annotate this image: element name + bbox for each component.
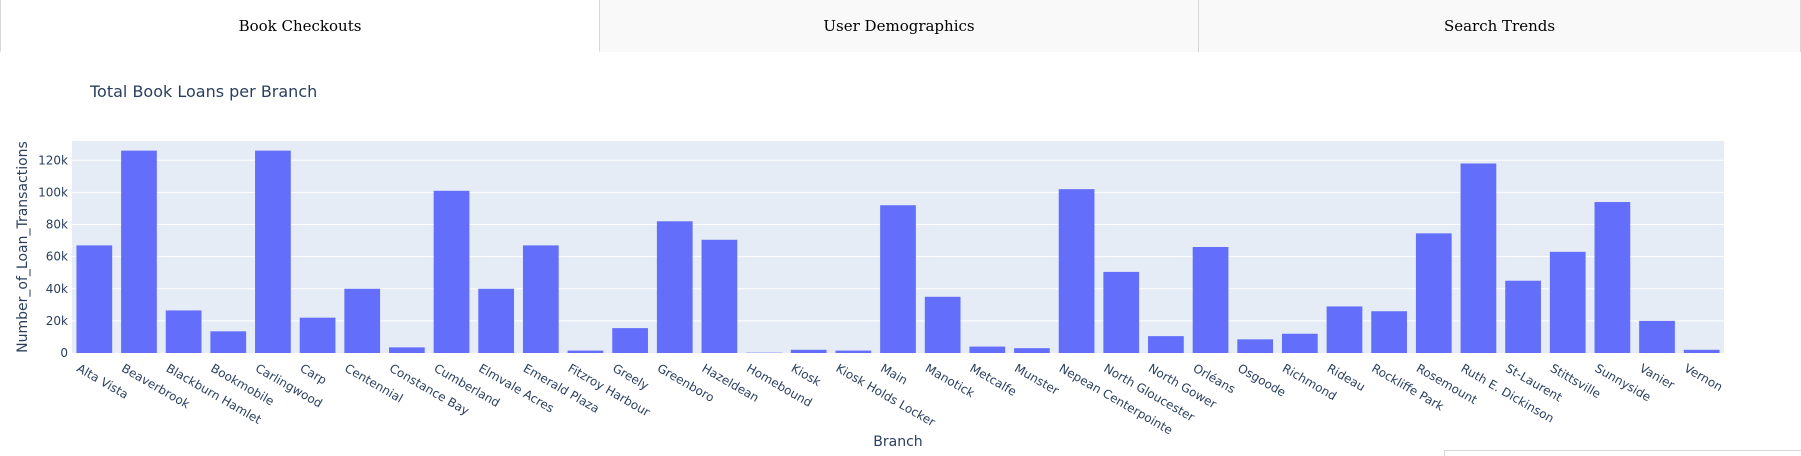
bar[interactable]: [478, 288, 515, 353]
chart-title: Total Book Loans per Branch: [90, 82, 318, 101]
bar[interactable]: [1549, 251, 1586, 353]
bar[interactable]: [1237, 339, 1274, 353]
y-tick-label: 120k: [38, 153, 68, 167]
bar[interactable]: [835, 350, 872, 353]
y-tick-label: 0: [60, 346, 68, 360]
tab-book-checkouts[interactable]: Book Checkouts: [0, 0, 600, 52]
tab-search-trends[interactable]: Search Trends: [1199, 0, 1801, 52]
y-axis-ticks: 0 20k 40k 60k 80k 100k 120k: [38, 153, 68, 360]
y-tick-label: 20k: [46, 314, 68, 328]
tab-user-demographics[interactable]: User Demographics: [600, 0, 1199, 52]
y-tick-label: 40k: [46, 282, 68, 296]
tab-bar: Book Checkouts User Demographics Search …: [0, 0, 1801, 52]
bar[interactable]: [299, 317, 336, 353]
bar[interactable]: [1148, 336, 1184, 353]
bar[interactable]: [924, 296, 961, 353]
bar[interactable]: [1192, 247, 1229, 353]
x-tick-label: Emerald Plaza: [521, 361, 602, 416]
bar[interactable]: [1594, 202, 1631, 353]
bar[interactable]: [1460, 163, 1497, 353]
bar[interactable]: [656, 221, 693, 353]
bar[interactable]: [1326, 306, 1363, 353]
bar[interactable]: [790, 349, 827, 353]
bar[interactable]: [1014, 348, 1050, 353]
x-tick-label: Metcalfe: [967, 361, 1018, 399]
bar[interactable]: [165, 310, 202, 353]
x-tick-label: Manotick: [923, 361, 977, 400]
bar[interactable]: [701, 239, 738, 353]
x-tick-label: Vernon: [1682, 361, 1725, 394]
bottom-panel-edge: [1444, 450, 1801, 456]
x-tick-label: Elmvale Acres: [476, 361, 556, 415]
bar[interactable]: [567, 350, 604, 353]
x-axis-title: Branch: [873, 434, 922, 450]
bar[interactable]: [880, 205, 916, 353]
bar[interactable]: [344, 288, 381, 353]
y-tick-label: 80k: [46, 218, 68, 232]
bar[interactable]: [389, 347, 425, 353]
bar[interactable]: [1058, 189, 1095, 353]
bar[interactable]: [1371, 311, 1407, 353]
y-axis-title: Number_of_Loan_Transactions: [15, 141, 31, 353]
x-tick-label: Osgoode: [1235, 361, 1288, 400]
y-tick-label: 100k: [38, 185, 68, 199]
x-tick-label: Munster: [1012, 361, 1061, 398]
bar[interactable]: [433, 190, 470, 353]
bar[interactable]: [1281, 333, 1318, 353]
bar[interactable]: [1505, 280, 1541, 353]
bar[interactable]: [522, 245, 559, 353]
bar[interactable]: [1639, 320, 1675, 353]
bar[interactable]: [255, 150, 291, 353]
x-tick-label: Carp: [298, 361, 330, 387]
bar[interactable]: [76, 245, 113, 353]
bar[interactable]: [969, 346, 1006, 353]
bar[interactable]: [1683, 349, 1720, 353]
bar[interactable]: [121, 150, 157, 353]
bar[interactable]: [1103, 271, 1140, 353]
x-tick-label: Main: [878, 361, 910, 387]
y-tick-label: 60k: [46, 250, 68, 264]
bar[interactable]: [612, 328, 648, 353]
bar[interactable]: [210, 331, 247, 353]
bar[interactable]: [1415, 233, 1452, 353]
bars: [76, 150, 1720, 353]
